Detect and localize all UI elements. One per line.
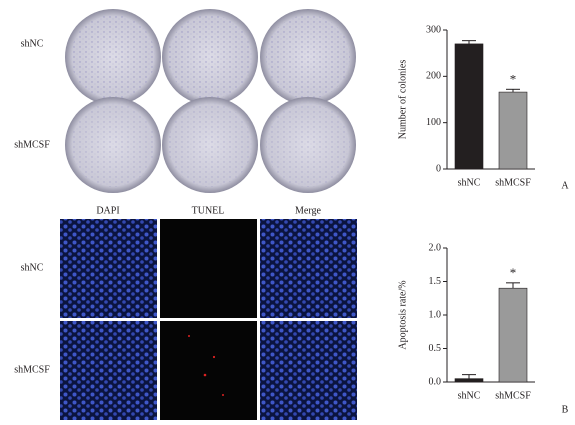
y-tick-label: 100: [426, 117, 441, 128]
y-tick-label: 0.0: [429, 376, 442, 387]
row-label: shMCSF: [14, 364, 50, 375]
fluorescence-panels: [60, 219, 357, 420]
y-tick-label: 300: [426, 24, 441, 35]
y-tick-label: 0.5: [429, 343, 442, 354]
panel-label: B: [562, 404, 569, 415]
y-axis-label: Apoptosis rate/%: [397, 280, 408, 349]
y-tick-label: 2.0: [429, 242, 442, 253]
y-tick-label: 0: [436, 163, 441, 174]
row-label: shNC: [21, 262, 44, 273]
bar: [498, 91, 528, 170]
y-tick-label: 1.0: [429, 309, 442, 320]
x-tick-label: shMCSF: [495, 390, 531, 401]
colony-dishes: [65, 9, 356, 193]
bar: [454, 43, 484, 170]
x-tick-label: shNC: [458, 177, 481, 188]
significance-mark: *: [510, 71, 517, 86]
bar: [454, 378, 484, 383]
column-label: DAPI: [96, 205, 119, 216]
panel-label: A: [561, 180, 569, 191]
y-tick-label: 1.5: [429, 276, 442, 287]
row-label: shMCSF: [14, 139, 50, 150]
column-label: Merge: [295, 205, 321, 216]
y-tick-label: 200: [426, 71, 441, 82]
row-label: shNC: [21, 38, 44, 49]
y-axis-label: Number of colonies: [397, 60, 408, 140]
x-tick-label: shMCSF: [495, 177, 531, 188]
x-tick-label: shNC: [458, 390, 481, 401]
column-label: TUNEL: [192, 205, 225, 216]
bar: [498, 287, 528, 383]
significance-mark: *: [510, 265, 517, 280]
